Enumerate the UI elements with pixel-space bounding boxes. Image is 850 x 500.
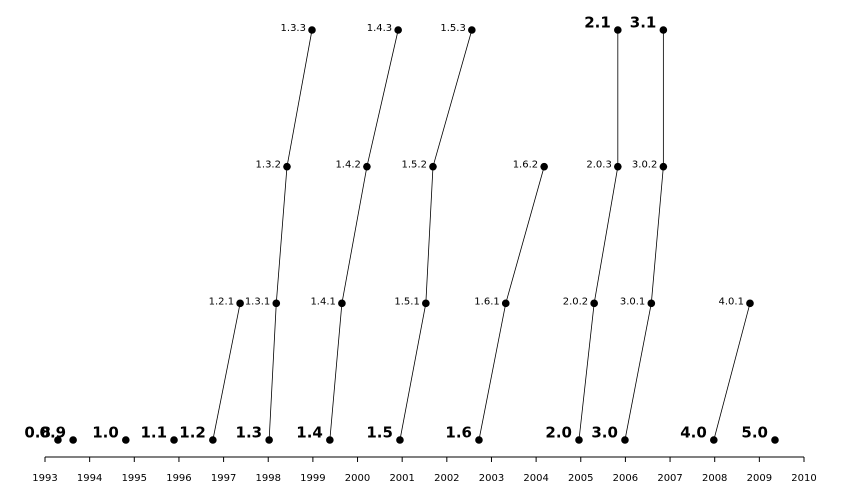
x-tick-label: 1996: [166, 473, 191, 484]
version-point: [540, 162, 548, 171]
version-point: [363, 162, 371, 171]
x-tick-label: 2005: [568, 473, 593, 484]
version-label: 1.6.1: [474, 296, 499, 307]
version-label: 4.0.1: [719, 296, 744, 307]
version-label: 2.0.2: [563, 296, 588, 307]
version-point: [338, 299, 346, 308]
version-label: 2.0: [545, 424, 572, 442]
version-point: [710, 436, 718, 444]
branch-line: [578, 30, 619, 441]
version-label: 1.6.2: [513, 160, 538, 171]
x-tick-label: 1995: [122, 473, 147, 484]
version-label: 3.1: [630, 14, 657, 32]
x-tick-label: 2010: [791, 473, 816, 484]
x-tick-label: 1997: [211, 473, 236, 484]
version-label: 0.9: [40, 424, 67, 442]
version-point: [54, 436, 62, 444]
branch-line: [624, 30, 664, 441]
version-point: [468, 26, 476, 34]
version-point: [614, 162, 622, 171]
version-point: [590, 299, 598, 308]
version-point: [396, 436, 404, 444]
version-label: 1.3.1: [245, 296, 270, 307]
branch-line: [713, 303, 751, 441]
version-label: 1.4.1: [310, 296, 335, 307]
version-label: 1.4: [296, 424, 323, 442]
version-label: 1.4.3: [367, 23, 392, 34]
branch-line: [399, 29, 473, 441]
version-point: [308, 26, 316, 34]
branch-line: [329, 29, 399, 441]
version-point: [422, 299, 430, 308]
version-point: [209, 436, 217, 444]
x-tick-label: 1998: [256, 473, 281, 484]
version-point: [575, 436, 583, 444]
version-label: 2.1: [584, 14, 611, 32]
version-point: [771, 436, 779, 444]
version-label: 4.0: [680, 424, 707, 442]
version-point: [326, 436, 334, 444]
version-point: [394, 26, 402, 34]
branch-line: [212, 303, 241, 441]
version-point: [621, 436, 629, 444]
x-tick-label: 2003: [479, 473, 504, 484]
branch-line: [268, 29, 313, 441]
x-tick-label: 1994: [77, 473, 102, 484]
version-label: 1.0: [92, 424, 119, 442]
version-label: 3.0: [591, 424, 618, 442]
version-point: [746, 299, 754, 308]
version-point: [429, 162, 437, 171]
x-tick-label: 2002: [434, 473, 459, 484]
version-label: 1.2.1: [209, 296, 234, 307]
version-label: 1.4.2: [335, 160, 360, 171]
version-point: [272, 299, 281, 308]
version-point: [647, 299, 656, 308]
version-label: 1.5.2: [402, 160, 427, 171]
version-point: [122, 436, 130, 444]
x-tick-label: 2006: [613, 473, 638, 484]
version-point: [283, 162, 291, 171]
x-tick-label: 1999: [300, 473, 325, 484]
version-label: 0.8: [24, 424, 51, 442]
version-point: [659, 26, 668, 34]
version-point: [69, 436, 77, 444]
x-tick-label: 2000: [345, 473, 370, 484]
version-label: 1.5.1: [394, 296, 419, 307]
x-tick-label: 2007: [657, 473, 682, 484]
version-point: [236, 299, 244, 308]
x-tick-label: 2004: [523, 473, 548, 484]
version-label: 1.5: [366, 424, 393, 442]
version-label: 3.0.1: [620, 296, 645, 307]
version-point: [265, 436, 273, 444]
version-point: [659, 162, 668, 171]
version-label: 2.0.3: [586, 160, 611, 171]
version-label: 1.2: [179, 424, 206, 442]
x-tick-label: 1993: [32, 473, 57, 484]
version-label: 1.3.2: [256, 160, 281, 171]
version-point: [501, 299, 510, 308]
version-point: [170, 436, 178, 444]
version-label: 1.3.3: [281, 23, 306, 34]
version-label: 3.0.2: [632, 160, 657, 171]
version-label: 1.6: [445, 424, 472, 442]
version-point: [614, 26, 622, 34]
version-label: 5.0: [741, 424, 768, 442]
x-tick-label: 2008: [702, 473, 727, 484]
x-tick-label: 2001: [389, 473, 414, 484]
version-point: [475, 436, 483, 444]
version-label: 1.5.3: [440, 23, 465, 34]
version-label: 1.1: [140, 424, 167, 442]
version-label: 1.3: [236, 424, 263, 442]
x-tick-label: 2009: [747, 473, 772, 484]
